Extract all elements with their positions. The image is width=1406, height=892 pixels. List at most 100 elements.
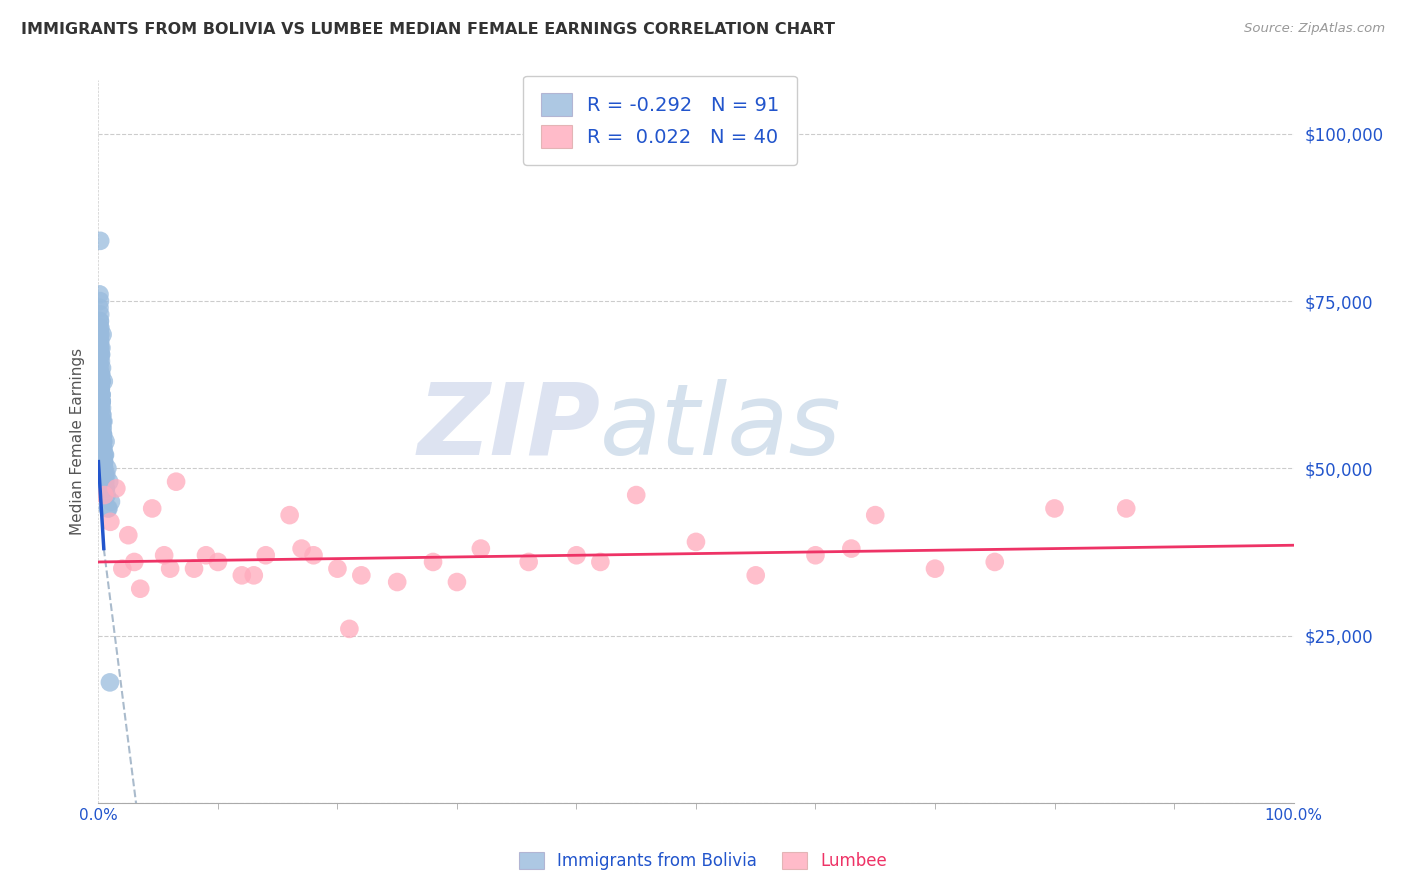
Point	[93, 488, 115, 502]
Point	[89, 320, 111, 334]
Point	[90, 381, 112, 395]
Point	[93, 461, 115, 475]
Point	[91, 427, 114, 442]
Point	[91, 427, 114, 442]
Point	[89, 341, 111, 355]
Point	[93, 454, 115, 469]
Point	[89, 334, 111, 348]
Point	[90, 375, 112, 389]
Point	[94, 434, 117, 449]
Point	[105, 482, 128, 496]
Point	[924, 562, 946, 576]
Point	[91, 434, 114, 449]
Point	[91, 427, 114, 442]
Point	[165, 475, 187, 489]
Y-axis label: Median Female Earnings: Median Female Earnings	[69, 348, 84, 535]
Point	[89, 234, 111, 248]
Point	[96, 467, 118, 482]
Point	[100, 494, 122, 508]
Point	[98, 515, 122, 529]
Point	[90, 341, 112, 355]
Point	[446, 575, 468, 590]
Point	[93, 467, 115, 482]
Point	[91, 408, 114, 422]
Point	[517, 555, 540, 569]
Point	[685, 534, 707, 549]
Point	[195, 548, 218, 563]
Point	[90, 381, 112, 395]
Point	[89, 341, 111, 355]
Point	[93, 461, 115, 475]
Point	[91, 434, 114, 449]
Point	[94, 482, 117, 496]
Point	[207, 555, 229, 569]
Point	[90, 421, 112, 435]
Point	[90, 387, 112, 401]
Point	[98, 475, 121, 489]
Point	[291, 541, 314, 556]
Point	[91, 361, 114, 376]
Point	[89, 287, 111, 301]
Point	[350, 568, 373, 582]
Point	[89, 314, 111, 328]
Point	[141, 501, 163, 516]
Point	[117, 528, 139, 542]
Point	[626, 488, 648, 502]
Point	[745, 568, 768, 582]
Point	[96, 461, 118, 475]
Point	[93, 375, 115, 389]
Point	[90, 387, 112, 401]
Point	[89, 314, 111, 328]
Text: Source: ZipAtlas.com: Source: ZipAtlas.com	[1244, 22, 1385, 36]
Point	[93, 454, 115, 469]
Point	[91, 414, 114, 428]
Point	[1043, 501, 1066, 516]
Point	[91, 427, 114, 442]
Legend: R = -0.292   N = 91, R =  0.022   N = 40: R = -0.292 N = 91, R = 0.022 N = 40	[523, 76, 797, 165]
Point	[93, 448, 115, 462]
Point	[278, 508, 301, 523]
Point	[89, 320, 111, 334]
Point	[90, 381, 112, 395]
Point	[97, 501, 120, 516]
Point	[91, 434, 114, 449]
Point	[89, 307, 111, 321]
Point	[91, 421, 114, 435]
Point	[94, 475, 117, 489]
Point	[183, 562, 205, 576]
Point	[90, 348, 112, 362]
Text: ZIP: ZIP	[418, 378, 600, 475]
Point	[89, 301, 111, 315]
Point	[111, 562, 134, 576]
Point	[841, 541, 863, 556]
Point	[90, 401, 112, 416]
Point	[90, 375, 112, 389]
Point	[90, 348, 112, 362]
Point	[124, 555, 146, 569]
Point	[90, 368, 112, 382]
Point	[91, 408, 114, 422]
Point	[93, 414, 115, 428]
Point	[865, 508, 887, 523]
Text: IMMIGRANTS FROM BOLIVIA VS LUMBEE MEDIAN FEMALE EARNINGS CORRELATION CHART: IMMIGRANTS FROM BOLIVIA VS LUMBEE MEDIAN…	[21, 22, 835, 37]
Point	[91, 441, 114, 455]
Text: atlas: atlas	[600, 378, 842, 475]
Point	[90, 394, 112, 409]
Point	[804, 548, 827, 563]
Point	[231, 568, 253, 582]
Point	[90, 375, 112, 389]
Point	[89, 354, 111, 368]
Point	[98, 675, 121, 690]
Point	[339, 622, 361, 636]
Point	[89, 327, 111, 342]
Point	[1115, 501, 1137, 516]
Point	[93, 448, 115, 462]
Point	[90, 375, 112, 389]
Point	[89, 348, 111, 362]
Point	[89, 293, 111, 308]
Point	[470, 541, 492, 556]
Point	[153, 548, 176, 563]
Point	[91, 414, 114, 428]
Point	[326, 562, 349, 576]
Point	[96, 488, 118, 502]
